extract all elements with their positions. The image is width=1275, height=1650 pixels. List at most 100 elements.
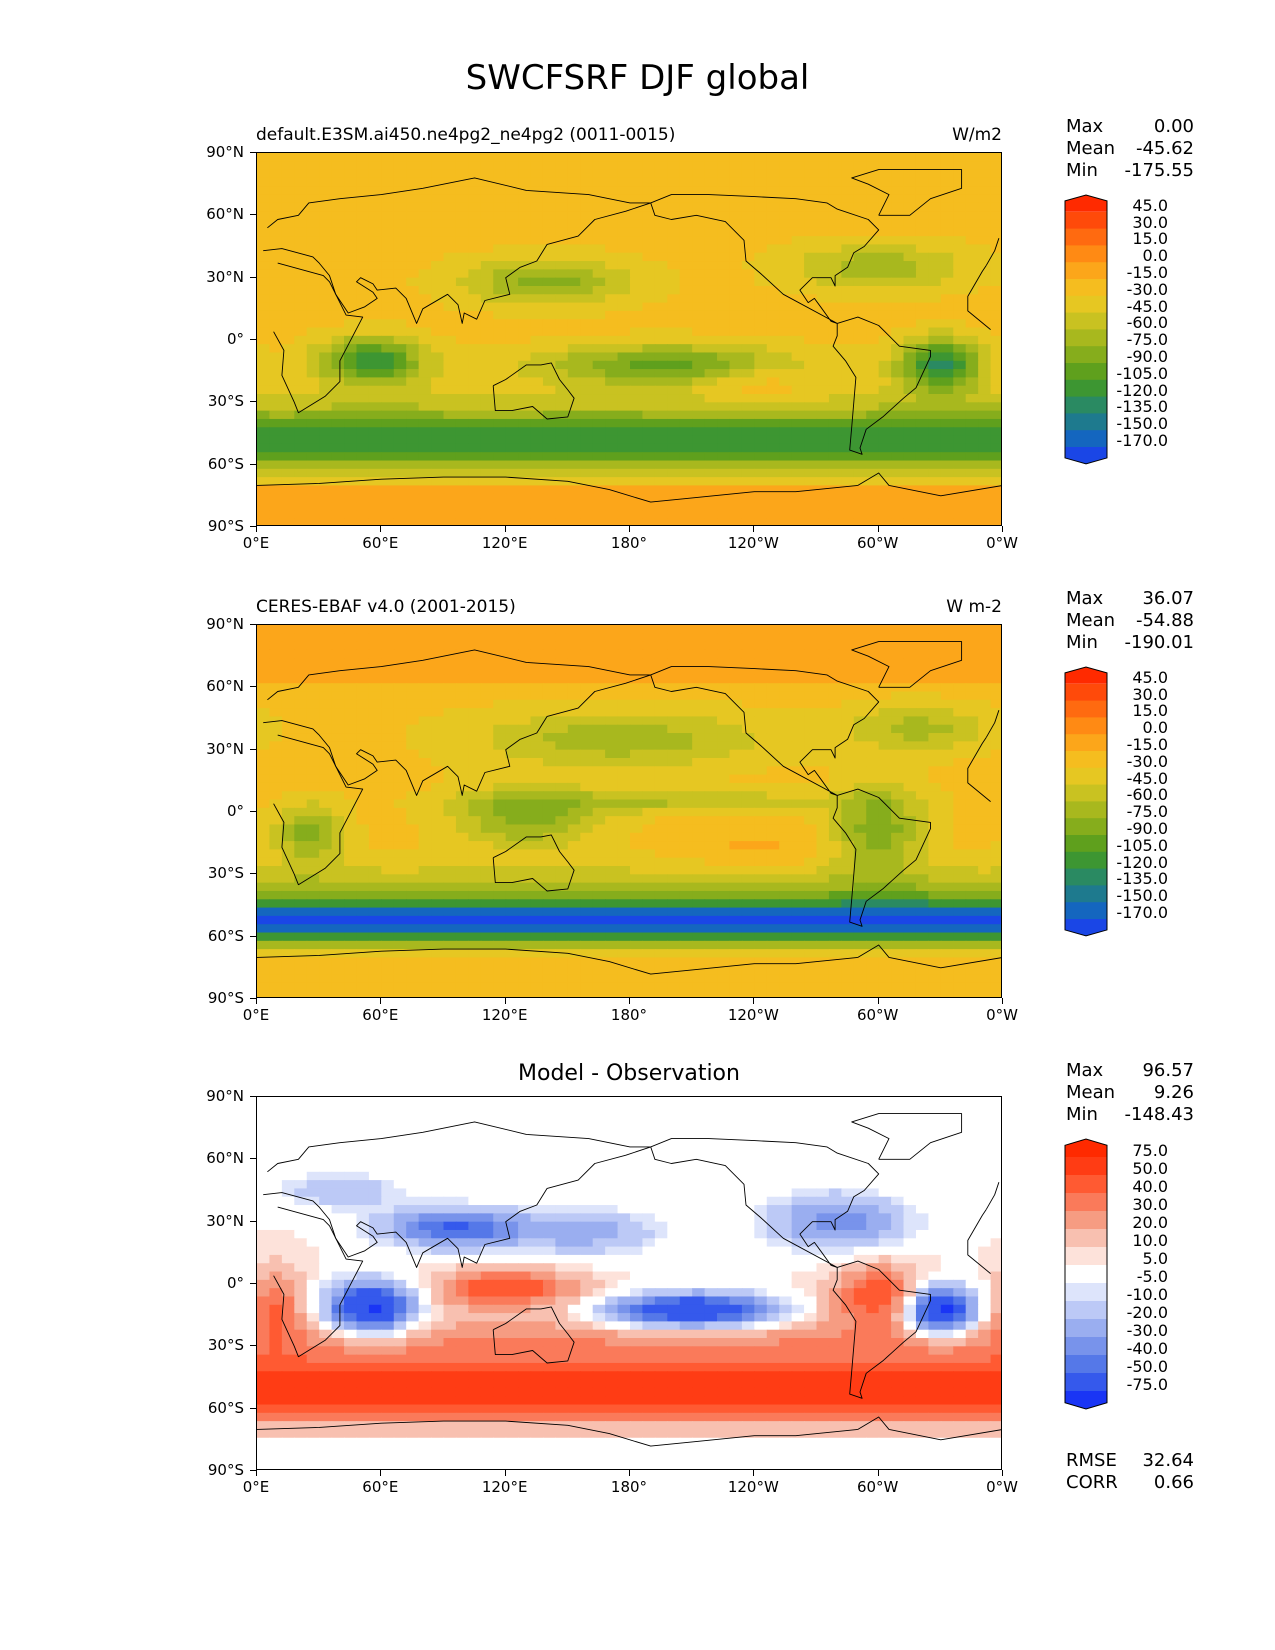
heatmap-cell: [853, 907, 867, 917]
heatmap-cell: [741, 510, 755, 520]
heatmap-cell: [654, 849, 668, 859]
heatmap-cell: [828, 691, 842, 701]
heatmap-cell: [990, 774, 1001, 784]
heatmap-cell: [368, 460, 382, 470]
heatmap-cell: [828, 202, 842, 212]
heatmap-cell: [953, 907, 967, 917]
heatmap-cell: [555, 832, 569, 842]
heatmap-cell: [853, 874, 867, 884]
heatmap-cell: [754, 857, 768, 867]
heatmap-cell: [493, 641, 507, 651]
heatmap-cell: [630, 177, 644, 187]
heatmap-cell: [779, 327, 793, 337]
heatmap-cell: [455, 186, 469, 196]
heatmap-cell: [741, 385, 755, 395]
heatmap-cell: [903, 261, 917, 270]
heatmap-cell: [779, 799, 793, 809]
heatmap-cell: [257, 177, 271, 187]
heatmap-cell: [455, 227, 469, 237]
heatmap-cell: [791, 749, 805, 759]
heatmap-cell: [319, 161, 333, 171]
heatmap-cell: [915, 277, 929, 287]
heatmap-cell: [319, 874, 333, 884]
heatmap-cell: [940, 649, 954, 659]
heatmap-cell: [816, 493, 830, 503]
heatmap-cell: [331, 302, 345, 312]
heatmap-cell: [741, 824, 755, 834]
heatmap-cell: [630, 352, 644, 362]
heatmap-cell: [567, 774, 581, 784]
heatmap-cell: [530, 344, 544, 354]
heatmap-cell: [294, 261, 308, 270]
heatmap-cell: [779, 633, 793, 643]
heatmap-cell: [642, 733, 656, 742]
heatmap-cell: [443, 633, 457, 643]
heatmap-cell: [306, 774, 320, 784]
heatmap-cell: [580, 649, 594, 659]
heatmap-cell: [617, 202, 631, 212]
heatmap-cell: [294, 177, 308, 187]
heatmap-cell: [605, 841, 619, 850]
heatmap-cell: [468, 310, 482, 320]
heatmap-cell: [555, 261, 569, 270]
heatmap-cell: [741, 683, 755, 693]
heatmap-cell: [530, 177, 544, 187]
heatmap-cell: [468, 666, 482, 676]
heatmap-cell: [940, 510, 954, 520]
heatmap-cell: [891, 236, 905, 246]
heatmap-cell: [754, 724, 768, 734]
heatmap-cell: [381, 460, 395, 470]
heatmap-cell: [704, 649, 718, 659]
heatmap-cell: [754, 360, 768, 370]
heatmap-cell: [331, 244, 345, 254]
heatmap-cell: [518, 385, 532, 395]
heatmap-cell: [331, 899, 345, 909]
heatmap-cell: [269, 485, 283, 495]
heatmap-cell: [319, 468, 333, 478]
heatmap-cell: [915, 302, 929, 312]
heatmap-cell: [257, 649, 271, 659]
heatmap-cell: [344, 402, 358, 412]
heatmap-cell: [779, 666, 793, 676]
heatmap-cell: [319, 683, 333, 693]
heatmap-cell: [692, 485, 706, 495]
heatmap-cell: [518, 749, 532, 759]
heatmap-cell: [567, 518, 581, 525]
heatmap-cell: [915, 352, 929, 362]
heatmap-cell: [679, 857, 693, 867]
heatmap-cell: [269, 277, 283, 287]
heatmap-cell: [393, 724, 407, 734]
heatmap-cell: [356, 807, 370, 817]
heatmap-cell: [667, 724, 681, 734]
heatmap-cell: [804, 285, 818, 295]
heatmap-cell: [406, 169, 420, 179]
heatmap-cell: [679, 716, 693, 726]
heatmap-cell: [480, 418, 494, 428]
heatmap-cell: [356, 882, 370, 892]
heatmap-cell: [592, 377, 606, 387]
heatmap-cell: [766, 485, 780, 495]
heatmap-cell: [443, 394, 457, 403]
heatmap-cell: [940, 485, 954, 495]
heatmap-cell: [791, 757, 805, 767]
heatmap-cell: [903, 236, 917, 246]
heatmap-cell: [704, 899, 718, 909]
heatmap-cell: [605, 252, 619, 262]
heatmap-cell: [928, 402, 942, 412]
heatmap-cell: [866, 816, 880, 826]
heatmap-cell: [791, 252, 805, 262]
heatmap-cell: [331, 708, 345, 718]
heatmap-cell: [766, 344, 780, 354]
heatmap-cell: [393, 502, 407, 511]
heatmap-cell: [406, 493, 420, 503]
heatmap-cell: [891, 716, 905, 726]
heatmap-cell: [891, 410, 905, 420]
heatmap-cell: [679, 633, 693, 643]
heatmap-cell: [368, 502, 382, 511]
heatmap-cell: [766, 518, 780, 525]
heatmap-cell: [903, 766, 917, 776]
heatmap-cell: [654, 857, 668, 867]
heatmap-cell: [903, 294, 917, 304]
heatmap-cell: [779, 385, 793, 395]
heatmap-cell: [642, 841, 656, 850]
